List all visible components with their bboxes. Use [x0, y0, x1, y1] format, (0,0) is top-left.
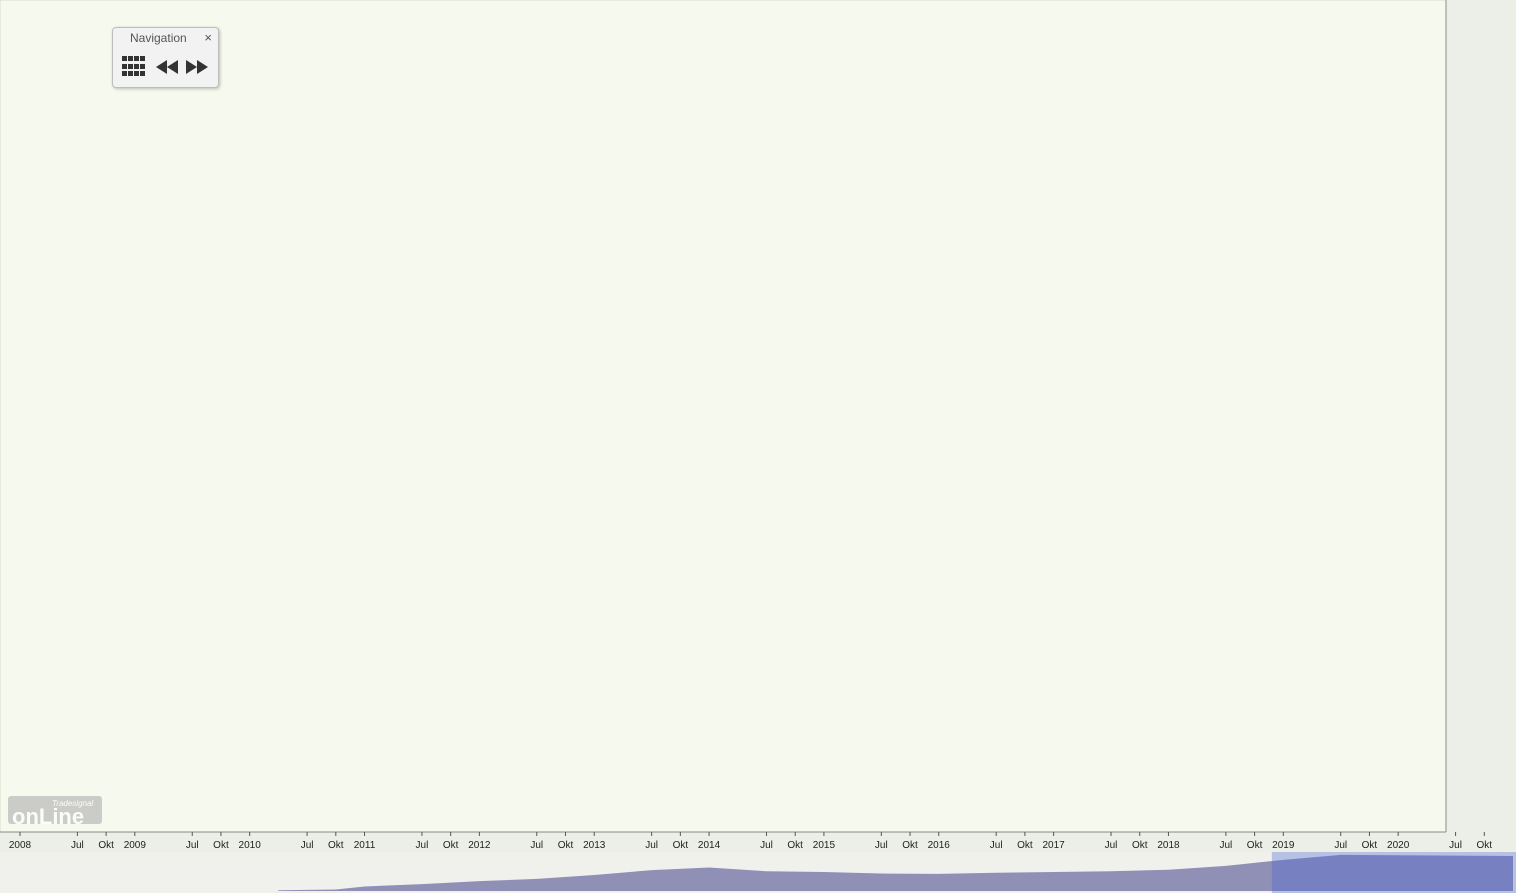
fast-forward-icon[interactable]: [185, 56, 209, 78]
x-tick-label: 2012: [468, 840, 491, 851]
x-tick-label: Okt: [1247, 840, 1263, 851]
x-tick-label: Jul: [645, 840, 658, 851]
x-tick-label: Jul: [1334, 840, 1347, 851]
x-tick-label: 2008: [9, 840, 32, 851]
x-tick-label: Jul: [875, 840, 888, 851]
x-tick-label: 2014: [698, 840, 721, 851]
x-tick-label: Okt: [1362, 840, 1378, 851]
x-tick-label: Okt: [443, 840, 459, 851]
x-tick-label: 2016: [928, 840, 951, 851]
svg-text:onLine: onLine: [12, 804, 84, 829]
x-tick-label: Jul: [71, 840, 84, 851]
visible-range-window: [1271, 852, 1516, 893]
x-tick-label: 2017: [1042, 840, 1065, 851]
x-tick-label: Jul: [530, 840, 543, 851]
navigation-title: Navigation: [130, 31, 187, 45]
volume-overview: [278, 852, 1516, 893]
x-axis: 2008 Jul Okt 2009 Jul Okt 2010 Jul Okt 2011 Jul Okt…: [9, 832, 1492, 851]
grid-icon[interactable]: [122, 56, 146, 78]
x-tick-label: Jul: [1219, 840, 1232, 851]
navigation-panel: Navigation ×: [112, 27, 219, 88]
x-tick-label: Jul: [301, 840, 314, 851]
x-tick-label: 2010: [239, 840, 262, 851]
x-tick-label: 2020: [1387, 840, 1410, 851]
x-tick-label: Okt: [902, 840, 918, 851]
svg-text:Tradesignal: Tradesignal: [52, 799, 93, 808]
x-tick-label: Jul: [186, 840, 199, 851]
watermark-logo: Tradesignal onLine: [8, 796, 102, 829]
x-tick-label: Okt: [1017, 840, 1033, 851]
x-tick-label: Okt: [98, 840, 114, 851]
x-tick-label: 2013: [583, 840, 606, 851]
x-tick-label: Okt: [673, 840, 689, 851]
x-tick-label: Okt: [1477, 840, 1493, 851]
volume-area: [278, 854, 1513, 891]
x-tick-label: Okt: [1132, 840, 1148, 851]
x-tick-label: Okt: [328, 840, 344, 851]
x-tick-label: 2019: [1272, 840, 1295, 851]
x-tick-label: Okt: [558, 840, 574, 851]
x-tick-label: Jul: [1449, 840, 1462, 851]
x-tick-label: Jul: [416, 840, 429, 851]
x-tick-label: 2011: [354, 840, 376, 851]
x-tick-label: 2015: [813, 840, 836, 851]
x-tick-label: Okt: [213, 840, 229, 851]
x-tick-label: Jul: [1105, 840, 1118, 851]
x-tick-label: Jul: [760, 840, 773, 851]
rewind-icon[interactable]: [155, 56, 179, 78]
x-tick-label: Jul: [990, 840, 1003, 851]
x-tick-label: Okt: [787, 840, 803, 851]
x-tick-label: 2009: [124, 840, 147, 851]
x-tick-label: 2018: [1157, 840, 1180, 851]
close-icon[interactable]: ×: [204, 30, 212, 45]
